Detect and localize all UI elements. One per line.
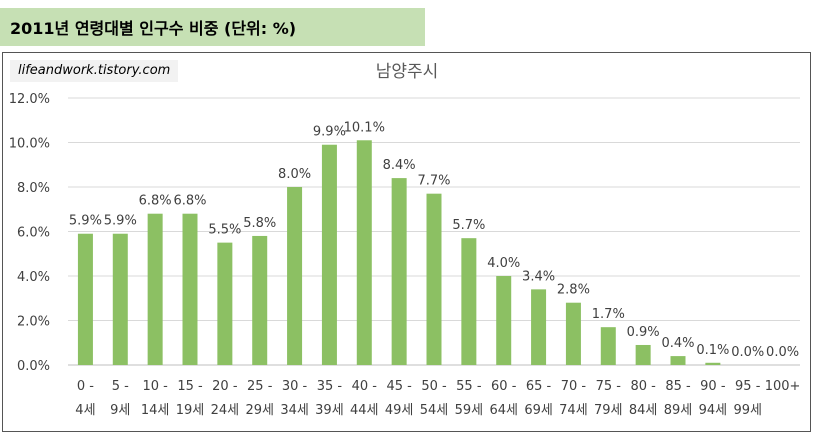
y-tick-label: 12.0% xyxy=(9,92,50,107)
page-title: 2011년 연령대별 인구수 비중 (단위: %) xyxy=(0,8,425,46)
data-label: 7.7% xyxy=(417,174,450,189)
data-label: 10.1% xyxy=(344,120,385,135)
x-tick-label: 55 - xyxy=(456,379,482,394)
bar xyxy=(112,233,128,365)
data-label: 5.8% xyxy=(243,216,276,231)
x-tick-label: 4세 xyxy=(75,403,95,418)
x-tick-label: 0 - xyxy=(77,379,94,394)
x-tick-label: 40 - xyxy=(352,379,378,394)
bar xyxy=(182,213,198,365)
y-tick-label: 10.0% xyxy=(9,137,50,152)
bar xyxy=(391,178,407,365)
data-label: 4.0% xyxy=(487,256,520,271)
bar xyxy=(356,140,372,365)
bar xyxy=(670,356,686,365)
data-label: 2.8% xyxy=(557,283,590,298)
bar xyxy=(461,238,477,365)
y-tick-label: 4.0% xyxy=(17,270,50,285)
x-tick-label: 35 - xyxy=(317,379,343,394)
x-tick-label: 9세 xyxy=(110,403,130,418)
x-tick-label: 24세 xyxy=(211,403,240,418)
x-tick-label: 20 - xyxy=(212,379,238,394)
x-tick-label: 44세 xyxy=(350,403,379,418)
x-tick-label: 5 - xyxy=(112,379,129,394)
x-tick-label: 29세 xyxy=(245,403,274,418)
data-label: 0.0% xyxy=(766,345,799,360)
y-tick-label: 0.0% xyxy=(17,359,50,374)
bar xyxy=(147,213,163,365)
bar xyxy=(287,187,303,365)
data-label: 1.7% xyxy=(592,307,625,322)
x-tick-label: 99세 xyxy=(733,403,762,418)
x-tick-label: 54세 xyxy=(420,403,449,418)
bar xyxy=(496,276,512,365)
x-tick-label: 84세 xyxy=(629,403,658,418)
x-tick-label: 75 - xyxy=(596,379,622,394)
data-label: 0.1% xyxy=(696,343,729,358)
bar xyxy=(426,193,442,365)
bars xyxy=(77,140,721,365)
x-tick-label: 50 - xyxy=(421,379,447,394)
data-label: 8.4% xyxy=(383,158,416,173)
x-tick-label: 19세 xyxy=(176,403,205,418)
x-tick-label: 59세 xyxy=(455,403,484,418)
y-axis-ticks: 0.0% 2.0% 4.0% 6.0% 8.0% 10.0% 12.0% xyxy=(9,92,50,374)
x-tick-label: 85 - xyxy=(665,379,691,394)
bar xyxy=(600,327,616,365)
x-tick-label: 15 - xyxy=(177,379,203,394)
x-tick-label: 34세 xyxy=(280,403,309,418)
data-label: 0.4% xyxy=(661,336,694,351)
data-label: 0.0% xyxy=(731,345,764,360)
y-tick-label: 8.0% xyxy=(17,181,50,196)
bar xyxy=(77,233,93,365)
x-tick-label: 45 - xyxy=(386,379,412,394)
x-tick-label: 60 - xyxy=(491,379,517,394)
bar xyxy=(217,242,233,365)
x-tick-label: 14세 xyxy=(141,403,170,418)
x-tick-label: 65 - xyxy=(526,379,552,394)
x-tick-label: 80 - xyxy=(630,379,656,394)
data-labels: 5.9% 5.9%6.8% 6.8%5.5% 5.8%8.0%9.9%10.1%8.4… xyxy=(69,120,799,360)
bar xyxy=(531,289,547,365)
x-tick-label: 25 - xyxy=(247,379,273,394)
x-tick-label: 49세 xyxy=(385,403,414,418)
x-tick-label: 30 - xyxy=(282,379,308,394)
chart-title: 남양주시 xyxy=(376,62,439,82)
data-label: 5.7% xyxy=(452,218,485,233)
x-tick-label: 95 - xyxy=(735,379,761,394)
x-tick-label: 70 - xyxy=(561,379,587,394)
x-tick-label: 94세 xyxy=(699,403,728,418)
data-label: 5.9% xyxy=(104,214,137,229)
x-tick-label: 90 - xyxy=(700,379,726,394)
data-label: 8.0% xyxy=(278,167,311,182)
data-label: 3.4% xyxy=(522,269,555,284)
watermark-text: lifeandwork.tistory.com xyxy=(10,60,178,82)
bar xyxy=(252,235,268,365)
x-tick-label: 64세 xyxy=(489,403,518,418)
data-label: 5.9% xyxy=(69,214,102,229)
x-tick-label: 10 - xyxy=(142,379,168,394)
x-tick-label: 89세 xyxy=(664,403,693,418)
x-tick-label: 100+ xyxy=(765,379,801,394)
x-axis-ticks: 0 - 4세 5 - 9세 10 - 14세 15 - 19세 20 - 24세 25 - 29세 30… xyxy=(75,379,800,418)
bar xyxy=(321,144,337,365)
x-tick-label: 39세 xyxy=(315,403,344,418)
x-tick-label: 74세 xyxy=(559,403,588,418)
bar xyxy=(705,362,721,365)
bar xyxy=(635,344,651,365)
data-label: 0.9% xyxy=(627,325,660,340)
data-label: 5.5% xyxy=(208,223,241,238)
data-label: 9.9% xyxy=(313,125,346,140)
y-tick-label: 2.0% xyxy=(17,315,50,330)
data-label: 6.8% xyxy=(139,194,172,209)
x-tick-label: 79세 xyxy=(594,403,623,418)
data-label: 6.8% xyxy=(173,194,206,209)
bar xyxy=(565,302,581,365)
x-tick-label: 69세 xyxy=(524,403,553,418)
y-tick-label: 6.0% xyxy=(17,226,50,241)
